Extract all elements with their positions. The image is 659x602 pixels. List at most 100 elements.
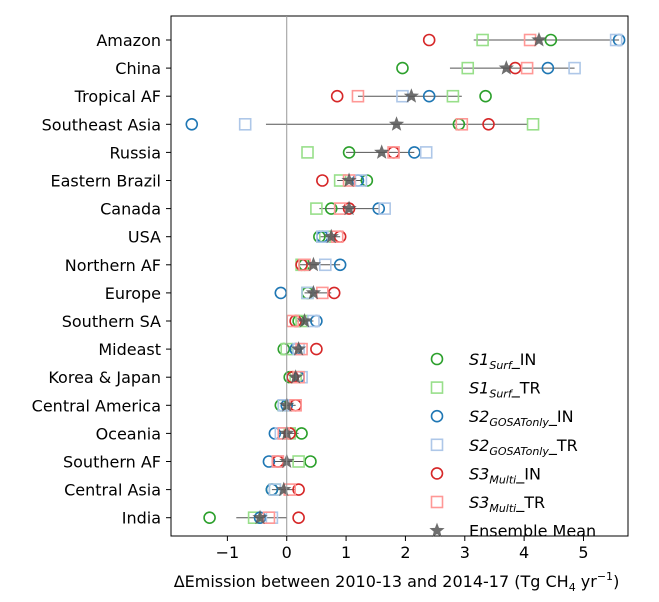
point-s3_in	[330, 89, 344, 103]
point-mean	[341, 200, 357, 216]
point-s2_tr	[419, 146, 433, 159]
point-s3_tr	[387, 146, 400, 159]
y-category-label: Eastern Brazil	[50, 172, 161, 191]
point-s2_in	[422, 89, 436, 103]
point-s3_in	[422, 33, 436, 47]
y-category-label: China	[115, 59, 161, 78]
legend-marker-s1_in	[430, 352, 444, 366]
y-category-label: Central America	[32, 396, 161, 415]
y-category-label: Northern AF	[65, 256, 161, 275]
legend-marker-s1_tr	[430, 381, 444, 394]
point-mean	[341, 172, 357, 187]
point-mean	[374, 144, 390, 159]
data-markers	[185, 32, 626, 525]
legend-label-s3_tr: S3Multi_TR	[469, 493, 545, 515]
y-category-label: Southern AF	[63, 453, 161, 472]
x-tick-label: 5	[578, 543, 588, 562]
point-s2_tr	[609, 33, 623, 47]
x-axis-title: ΔEmission between 2010-13 and 2014-17 (T…	[174, 570, 620, 594]
point-s1_tr	[461, 61, 475, 75]
x-axis: −1 0 1 2 3 4 5	[216, 536, 589, 562]
x-tick-label: 1	[341, 543, 351, 562]
point-s2_in	[333, 258, 347, 272]
point-mean	[288, 369, 304, 384]
point-s1_tr	[446, 89, 460, 103]
point-s1_in	[203, 511, 216, 525]
point-s1_in	[479, 89, 492, 103]
point-mean	[403, 88, 419, 103]
legend-label-s1_in: S1Surf_IN	[469, 350, 536, 372]
point-s1_in	[396, 61, 409, 75]
y-category-label: Russia	[110, 143, 161, 162]
x-tick-label: −1	[216, 543, 240, 562]
legend-marker-mean	[429, 522, 445, 538]
point-s1_tr	[526, 118, 540, 131]
y-category-label: Southern SA	[62, 312, 161, 331]
point-mean	[276, 481, 292, 497]
legend-marker-s2_in	[430, 409, 444, 423]
point-s1_in	[295, 427, 308, 440]
point-mean	[252, 509, 268, 525]
point-mean	[305, 256, 322, 272]
point-s2_tr	[378, 202, 391, 215]
point-s3_in	[327, 286, 341, 300]
point-s2_in	[274, 286, 288, 300]
legend-marker-s3_tr	[430, 495, 444, 509]
point-s3_tr	[455, 118, 469, 131]
x-tick-label: 0	[282, 543, 292, 562]
point-s3_in	[310, 342, 323, 356]
legend-label-s2_tr: S2GOSATonly_TR	[469, 436, 578, 458]
point-s2_in	[408, 146, 421, 159]
y-category-label: Oceania	[96, 424, 161, 443]
point-s2_in	[541, 61, 555, 75]
point-s3_in	[482, 118, 495, 131]
y-category-label: India	[122, 509, 161, 528]
point-s3_in	[316, 174, 329, 187]
point-s3_tr	[351, 89, 365, 103]
x-axis-title-sub: 4	[569, 581, 576, 594]
point-s1_in	[324, 202, 338, 215]
point-s1_in	[544, 33, 558, 47]
y-axis: Amazon China Tropical AF Southeast Asia Russ…	[32, 31, 171, 528]
y-category-label: Southeast Asia	[42, 115, 161, 134]
point-mean	[305, 284, 322, 300]
point-mean	[296, 313, 313, 328]
point-mean	[498, 60, 514, 75]
y-category-label: Europe	[105, 284, 161, 303]
point-s1_tr	[301, 146, 314, 159]
x-axis-title-end: )	[613, 572, 619, 591]
point-s1_tr	[292, 455, 305, 468]
point-s1_in	[277, 342, 291, 356]
x-axis-title-main: ΔEmission between 2010-13 and 2014-17 (T…	[174, 572, 569, 591]
point-s1_tr	[310, 202, 323, 215]
x-axis-title-sup: −1	[597, 570, 613, 583]
point-mean	[323, 228, 339, 244]
point-s2_tr	[568, 61, 581, 75]
x-axis-title-tail: yr	[576, 572, 598, 591]
y-category-label: Mideast	[98, 340, 161, 359]
point-s2_tr	[319, 258, 332, 272]
point-s2_tr	[354, 174, 368, 187]
point-mean	[531, 32, 547, 47]
point-mean	[291, 341, 307, 356]
point-s3_tr	[520, 61, 534, 75]
point-s2_in	[185, 118, 199, 131]
point-s1_in	[304, 455, 317, 468]
y-category-label: Korea & Japan	[48, 368, 161, 387]
y-category-label: Central Asia	[64, 481, 161, 500]
legend-marker-s3_in	[430, 467, 444, 480]
legend-label-mean: Ensemble Mean	[469, 522, 596, 541]
point-mean	[388, 116, 405, 131]
x-tick-label: 4	[519, 543, 529, 562]
legend: S1Surf_IN S1Surf_TR S2GOSATonly_IN S2GOSATo…	[429, 350, 596, 541]
legend-label-s2_in: S2GOSATonly_IN	[469, 407, 574, 429]
y-category-label: Amazon	[96, 31, 161, 50]
legend-label-s1_tr: S1Surf_TR	[469, 379, 541, 401]
point-s3_in	[292, 483, 305, 496]
legend-label-s3_in: S3Multi_IN	[469, 464, 541, 486]
point-s3_in	[292, 511, 305, 525]
point-s2_tr	[238, 118, 252, 131]
point-s1_in	[342, 146, 356, 159]
